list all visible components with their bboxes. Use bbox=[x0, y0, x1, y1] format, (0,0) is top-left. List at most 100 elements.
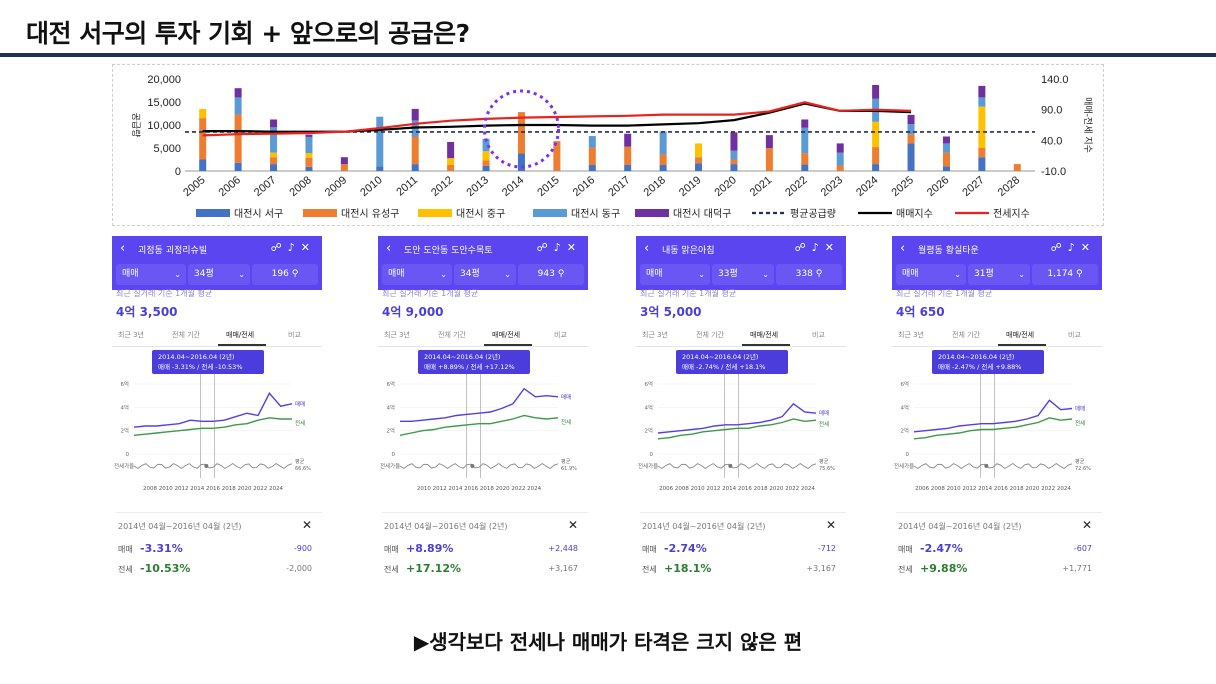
tab-compare[interactable]: 비교 bbox=[554, 331, 567, 339]
bar-segment bbox=[411, 136, 419, 165]
tab-all-period[interactable]: 전체 기간 bbox=[952, 331, 980, 339]
legend-label: 대전시 서구 bbox=[234, 208, 283, 220]
close-icon[interactable]: ✕ bbox=[1080, 241, 1096, 254]
listing-search[interactable]: 196 ⚲ bbox=[252, 264, 318, 285]
bar-segment bbox=[482, 160, 490, 166]
tab-sale-jeonse[interactable]: 매매/전세 bbox=[750, 331, 779, 339]
share-icon[interactable]: ☍ bbox=[270, 241, 288, 254]
share-icon[interactable]: ☍ bbox=[536, 241, 554, 254]
tab-all-period[interactable]: 전체 기간 bbox=[696, 331, 724, 339]
mini-y-tick: 0 bbox=[906, 452, 910, 458]
size-select[interactable]: 31평 ⌄ bbox=[968, 264, 1030, 285]
x-tick-label: 2013 bbox=[465, 174, 491, 199]
header-actions: ☍♪✕ bbox=[537, 241, 582, 254]
bar-segment bbox=[872, 147, 880, 165]
x-tick-label: 2007 bbox=[252, 174, 278, 199]
tab-recent-3y[interactable]: 최근 3년 bbox=[642, 331, 668, 339]
close-icon[interactable]: ✕ bbox=[1081, 518, 1092, 532]
back-icon[interactable]: ‹ bbox=[644, 241, 650, 256]
deal-type-select[interactable]: 매매 ⌄ bbox=[382, 264, 452, 285]
bar-segment bbox=[234, 114, 242, 163]
jeonse-series-label: 전세 bbox=[819, 420, 829, 428]
bar-segment bbox=[801, 127, 809, 154]
size-select[interactable]: 34평 ⌄ bbox=[188, 264, 250, 285]
x-tick-label: 2022 bbox=[783, 174, 809, 199]
complex-name: 괴정동 괴정리슈빌 bbox=[138, 246, 208, 256]
back-icon[interactable]: ‹ bbox=[900, 241, 906, 256]
tab-sale-jeonse[interactable]: 매매/전세 bbox=[492, 331, 521, 339]
close-icon[interactable]: ✕ bbox=[566, 241, 582, 254]
sale-change: -3.31% bbox=[140, 542, 183, 555]
size-select[interactable]: 33평 ⌄ bbox=[712, 264, 774, 285]
deal-type-value: 매매 bbox=[902, 269, 919, 279]
active-tab-indicator bbox=[218, 344, 266, 346]
price-caption: 최근 실거래 기준 1개월 평균 bbox=[640, 289, 737, 298]
bell-icon[interactable]: ♪ bbox=[1067, 241, 1081, 254]
sale-amount: -900 bbox=[293, 544, 312, 553]
header-actions: ☍♪✕ bbox=[271, 241, 316, 254]
listing-search[interactable]: 943 ⚲ bbox=[518, 264, 584, 285]
bar-segment bbox=[765, 135, 773, 148]
share-icon[interactable]: ☍ bbox=[794, 241, 812, 254]
mini-y-tick: 0 bbox=[126, 452, 130, 458]
bottom-note: ▶생각보다 전세나 매매가 타격은 크지 않은 편 bbox=[413, 630, 803, 654]
jeonse-amount: -2,000 bbox=[286, 564, 312, 573]
tab-all-period[interactable]: 전체 기간 bbox=[172, 331, 200, 339]
deal-type-select[interactable]: 매매 ⌄ bbox=[116, 264, 186, 285]
x-tick-label: 2009 bbox=[323, 174, 349, 199]
x-tick-label: 2024 bbox=[854, 174, 880, 199]
size-select[interactable]: 34평 ⌄ bbox=[454, 264, 516, 285]
mini-y-tick: 2억 bbox=[386, 427, 395, 435]
bell-icon[interactable]: ♪ bbox=[811, 241, 825, 254]
mini-x-ticks: 2006 2008 2010 2012 2014 2016 2018 2020 … bbox=[915, 486, 1071, 492]
bar-segment bbox=[836, 143, 844, 153]
y2-axis-label: 매매-전세 지수 bbox=[1082, 97, 1093, 153]
bell-icon[interactable]: ♪ bbox=[287, 241, 301, 254]
tab-all-period[interactable]: 전체 기간 bbox=[438, 331, 466, 339]
y2-tick-label: -10.0 bbox=[1041, 166, 1066, 178]
close-icon[interactable]: ✕ bbox=[300, 241, 316, 254]
bar-segment bbox=[376, 116, 384, 167]
chevron-down-icon: ⌄ bbox=[440, 270, 447, 279]
x-tick-label: 2020 bbox=[712, 174, 738, 199]
tab-sale-jeonse[interactable]: 매매/전세 bbox=[1006, 331, 1035, 339]
apartment-card: ‹ 월평동 황실타운 ☍♪✕ 매매 ⌄ 31평 ⌄ 1,174 ⚲ 최근 실거래 기준 1개월 … bbox=[892, 236, 1102, 580]
x-tick-label: 2026 bbox=[925, 174, 951, 199]
tab-recent-3y[interactable]: 최근 3년 bbox=[898, 331, 924, 339]
chevron-down-icon: ⌄ bbox=[1018, 270, 1025, 279]
size-value: 34평 bbox=[194, 269, 214, 279]
back-icon[interactable]: ‹ bbox=[120, 241, 126, 256]
listing-search[interactable]: 1,174 ⚲ bbox=[1032, 264, 1098, 285]
legend-swatch bbox=[196, 209, 230, 217]
price-chart: 6억 4억 2억 0 2014.04~2016.04 (2년)매매 -3.31% / 전… bbox=[114, 350, 311, 492]
period-tooltip: 2014.04~2016.04 (2년)매매 +8.89% / 전세 +17.1… bbox=[418, 350, 530, 374]
x-tick-label: 2028 bbox=[996, 174, 1022, 199]
chevron-down-icon: ⌄ bbox=[174, 270, 181, 279]
tab-sale-jeonse[interactable]: 매매/전세 bbox=[226, 331, 255, 339]
deal-type-value: 매매 bbox=[122, 269, 139, 279]
mini-y-tick: 6억 bbox=[120, 380, 129, 388]
tab-compare[interactable]: 비교 bbox=[288, 331, 301, 339]
close-icon[interactable]: ✕ bbox=[825, 518, 836, 532]
mini-x-ticks: 2008 2010 2012 2014 2016 2018 2020 2022 … bbox=[143, 486, 283, 492]
gap-ratio-label: 전세가율 bbox=[894, 462, 914, 470]
deal-type-select[interactable]: 매매 ⌄ bbox=[640, 264, 710, 285]
y-tick-label: 20,000 bbox=[147, 74, 181, 86]
bell-icon[interactable]: ♪ bbox=[553, 241, 567, 254]
deal-type-select[interactable]: 매매 ⌄ bbox=[896, 264, 966, 285]
bar-segment bbox=[695, 157, 703, 164]
jeonse-change: +17.12% bbox=[406, 562, 462, 575]
tab-recent-3y[interactable]: 최근 3년 bbox=[118, 331, 144, 339]
share-icon[interactable]: ☍ bbox=[1050, 241, 1068, 254]
tab-compare[interactable]: 비교 bbox=[1068, 331, 1081, 339]
tab-recent-3y[interactable]: 최근 3년 bbox=[384, 331, 410, 339]
back-icon[interactable]: ‹ bbox=[386, 241, 392, 256]
close-icon[interactable]: ✕ bbox=[301, 518, 312, 532]
size-value: 33평 bbox=[718, 269, 738, 279]
close-icon[interactable]: ✕ bbox=[567, 518, 578, 532]
listing-search[interactable]: 338 ⚲ bbox=[776, 264, 842, 285]
period-tooltip: 2014.04~2016.04 (2년)매매 -3.31% / 전세 -10.5… bbox=[152, 350, 264, 374]
tab-compare[interactable]: 비교 bbox=[812, 331, 825, 339]
close-icon[interactable]: ✕ bbox=[824, 241, 840, 254]
bar-segment bbox=[199, 108, 207, 119]
